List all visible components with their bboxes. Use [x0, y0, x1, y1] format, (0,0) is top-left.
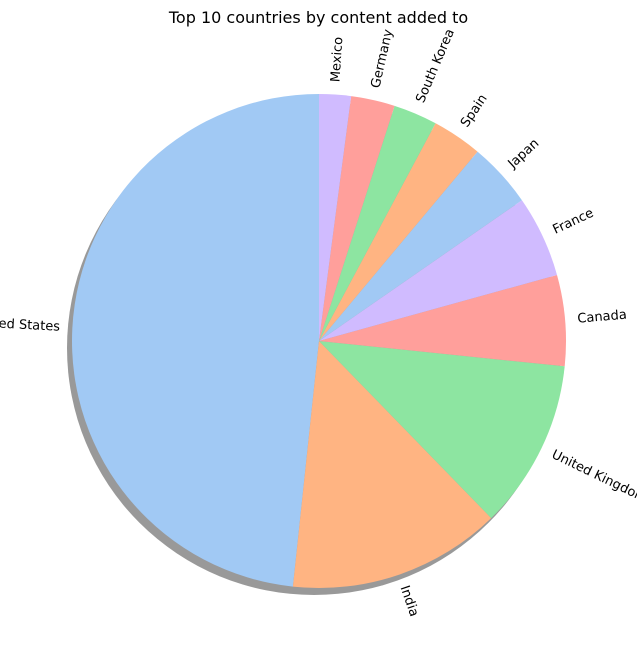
slice-label-spain: Spain [458, 92, 491, 130]
slice-france [319, 200, 558, 341]
slice-united-kingdom [319, 341, 565, 519]
slice-united-states [72, 94, 319, 587]
slice-japan [319, 151, 522, 341]
chart-title: Top 10 countries by content added to [168, 8, 469, 27]
slice-spain [319, 123, 478, 341]
slice-mexico [319, 94, 352, 341]
slice-label-mexico: Mexico [328, 36, 346, 82]
slice-label-germany: Germany [368, 28, 396, 90]
slice-south-korea [319, 105, 436, 342]
slice-india [292, 341, 492, 588]
slice-label-united-states: United States [0, 315, 61, 335]
slice-label-france: France [551, 206, 597, 238]
pie-slices [72, 94, 566, 588]
slice-label-south-korea: South Korea [413, 27, 458, 105]
slice-label-japan: Japan [505, 136, 543, 172]
slice-canada [319, 274, 566, 367]
slice-label-india: India [397, 584, 422, 619]
slice-label-united-kingdom: United Kingdom [549, 447, 637, 506]
slice-germany [319, 96, 395, 341]
slice-label-canada: Canada [577, 308, 628, 327]
